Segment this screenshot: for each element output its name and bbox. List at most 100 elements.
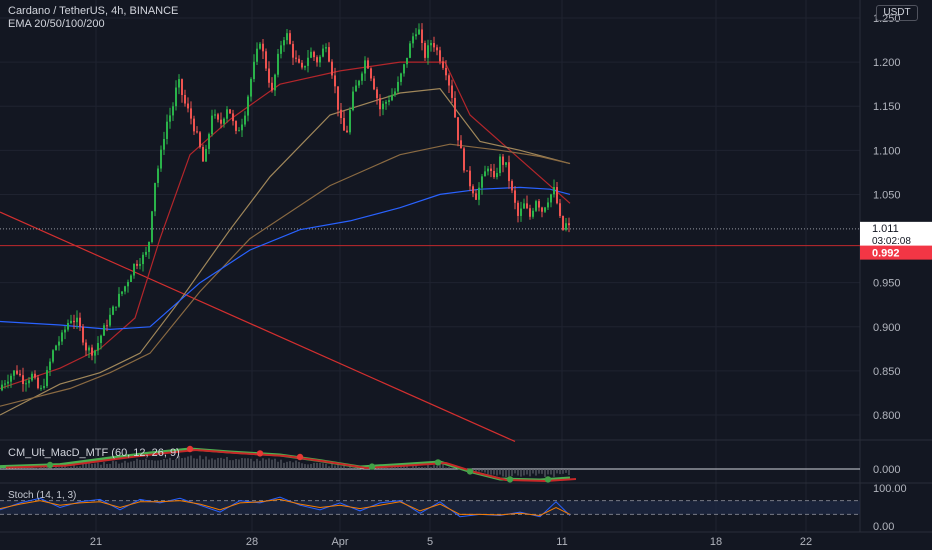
candle-body (475, 193, 477, 200)
macd-histogram-bar (64, 464, 66, 469)
macd-histogram-bar (265, 459, 267, 469)
macd-histogram-bar (475, 469, 477, 473)
candle-body (550, 194, 552, 203)
macd-histogram-bar (37, 468, 39, 469)
candle-body (73, 320, 75, 323)
macd-signal-line (5, 448, 577, 483)
macd-histogram-bar (331, 463, 333, 469)
candle-body (241, 124, 243, 131)
candle-body (409, 43, 411, 58)
ema-line (0, 87, 571, 416)
macd-histogram-bar (547, 469, 549, 475)
time-tick-label: 18 (710, 536, 722, 548)
macd-tick-label: 0.000 (873, 464, 901, 476)
macd-histogram-bar (208, 459, 210, 469)
candle-body (52, 350, 54, 362)
macd-histogram-bar (178, 455, 180, 469)
macd-histogram-bar (559, 469, 561, 475)
candle-body (286, 33, 288, 41)
currency-unit-badge[interactable]: USDT (876, 5, 918, 21)
candle-body (316, 57, 318, 63)
candle-body (484, 171, 486, 177)
macd-histogram-bar (448, 467, 450, 469)
candle-body (367, 60, 369, 69)
macd-histogram-bar (190, 455, 192, 469)
candle-body (394, 91, 396, 96)
candle-body (370, 68, 372, 79)
candle-body (40, 387, 42, 389)
candle-body (1, 384, 3, 391)
macd-histogram-bar (1, 468, 3, 469)
candle-body (307, 57, 309, 66)
candle-body (463, 148, 465, 171)
macd-histogram-bar (145, 458, 147, 469)
candle-body (391, 95, 393, 101)
macd-indicator-label[interactable]: CM_Ult_MacD_MTF (60, 12, 26, 9) (8, 447, 180, 459)
candle-body (505, 162, 507, 165)
candle-body (364, 60, 366, 74)
macd-histogram-bar (253, 461, 255, 469)
candle-body (70, 320, 72, 324)
candle-body (166, 121, 168, 139)
macd-histogram-bar (304, 464, 306, 469)
macd-histogram-bar (88, 462, 90, 469)
candle-body (337, 86, 339, 110)
macd-histogram-bar (541, 469, 543, 474)
macd-histogram-bar (283, 462, 285, 469)
symbol-title[interactable]: Cardano / TetherUS, 4h, BINANCE (8, 5, 179, 17)
stoch-tick-label: 0.00 (873, 521, 894, 533)
macd-histogram-bar (184, 457, 186, 469)
candle-body (385, 101, 387, 104)
macd-histogram-bar (94, 463, 96, 469)
candle-body (178, 79, 180, 88)
macd-histogram-bar (214, 459, 216, 469)
candle-body (304, 65, 306, 68)
last-price-box (860, 221, 932, 248)
macd-histogram-bar (154, 460, 156, 469)
candle-body (418, 29, 420, 35)
candle-body (160, 149, 162, 169)
macd-histogram-bar (412, 464, 414, 469)
macd-histogram-bar (148, 460, 150, 469)
macd-histogram-bar (325, 463, 327, 469)
candle-body (535, 201, 537, 211)
macd-histogram-bar (433, 465, 435, 469)
macd-histogram-bar (508, 469, 510, 477)
stoch-d-line (0, 498, 571, 517)
candle-body (79, 317, 81, 327)
candle-body (472, 186, 474, 194)
candle-body (496, 173, 498, 178)
macd-histogram-bar (133, 460, 135, 469)
macd-histogram-bar (268, 458, 270, 469)
macd-histogram-bar (316, 462, 318, 469)
candle-body (262, 43, 264, 52)
candle-body (511, 181, 513, 191)
candle-body (229, 109, 231, 114)
macd-histogram-bar (550, 469, 552, 475)
macd-histogram-bar (109, 463, 111, 469)
candle-body (502, 156, 504, 165)
candle-body (91, 347, 93, 356)
candle-body (259, 43, 261, 49)
stoch-indicator-label[interactable]: Stoch (14, 1, 3) (8, 490, 77, 501)
macd-histogram-bar (346, 467, 348, 469)
macd-histogram-bar (517, 469, 519, 476)
candle-body (148, 242, 150, 252)
candle-body (253, 61, 255, 80)
macd-histogram-bar (256, 458, 258, 469)
macd-histogram-bar (52, 468, 54, 469)
candle-body (301, 62, 303, 68)
macd-histogram-bar (499, 469, 501, 475)
candle-body (223, 118, 225, 124)
candle-body (466, 170, 468, 172)
candle-body (271, 82, 273, 91)
candle-body (442, 61, 444, 68)
candle-body (313, 51, 315, 58)
ema-indicator-label[interactable]: EMA 20/50/100/200 (8, 18, 105, 30)
last-price-label: 1.011 (872, 223, 899, 235)
candle-body (343, 118, 345, 131)
macd-histogram-bar (439, 462, 441, 469)
candle-body (283, 40, 285, 46)
candle-body (373, 78, 375, 90)
